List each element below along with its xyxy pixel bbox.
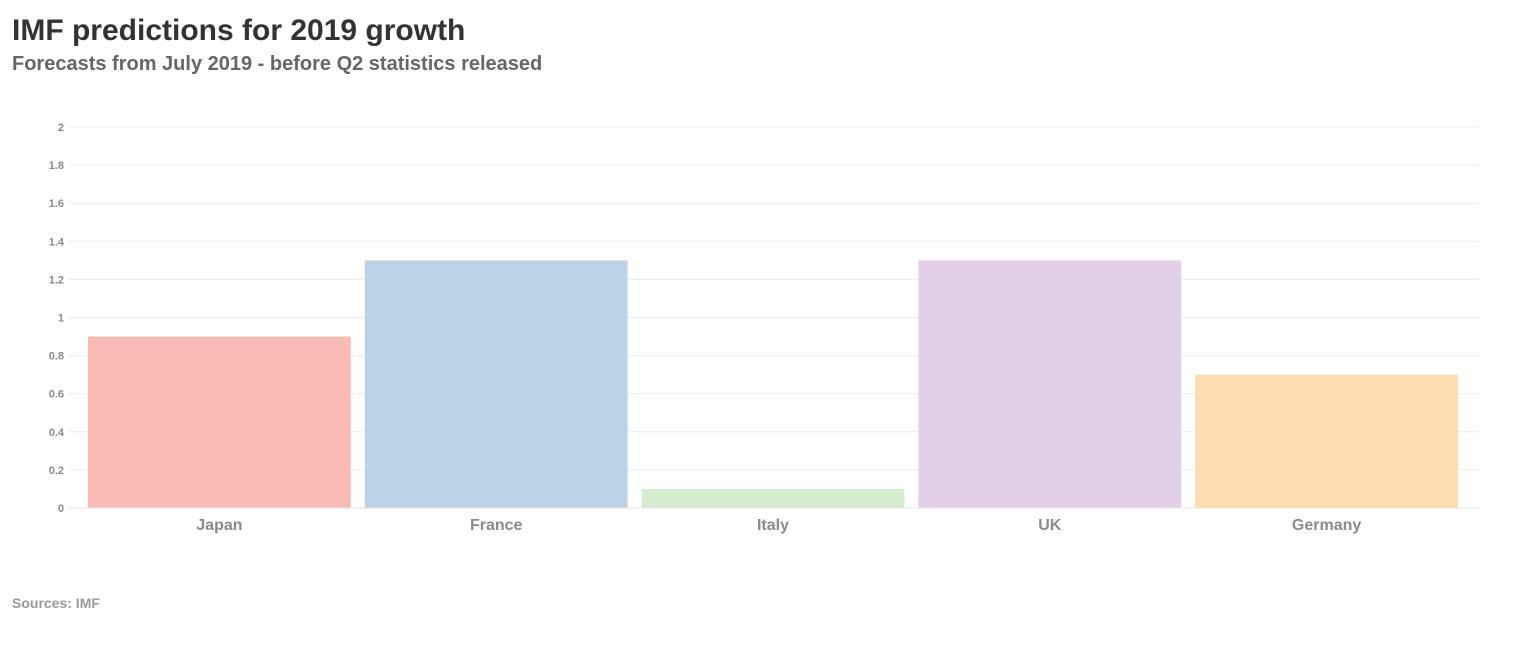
y-tick-label: 1 (58, 313, 64, 325)
x-tick-label: Italy (757, 517, 789, 534)
y-tick-label: 0.6 (49, 389, 64, 401)
y-tick-label: 0 (58, 503, 64, 515)
y-axis-tick-labels: 0 0.2 0.4 0.6 0.8 1 1.2 1.4 1.6 1.8 2 (49, 122, 65, 515)
x-tick-label: UK (1038, 517, 1062, 534)
y-tick-label: 1.6 (49, 198, 64, 210)
y-tick-label: 0.2 (49, 465, 64, 477)
chart-subtitle: Forecasts from July 2019 - before Q2 sta… (12, 53, 543, 75)
y-tick-label: 1.4 (49, 236, 65, 248)
x-tick-label: France (470, 517, 523, 534)
bars (88, 260, 1458, 508)
y-tick-label: 0.4 (49, 427, 65, 439)
bar-japan (88, 336, 351, 508)
source-note: Sources: IMF (12, 595, 100, 611)
y-tick-label: 0.8 (49, 351, 64, 363)
bar-italy (641, 488, 905, 508)
bar-germany (1195, 374, 1458, 508)
y-tick-label: 2 (58, 122, 64, 134)
x-axis-tick-labels: Japan France Italy UK Germany (196, 517, 1361, 534)
y-tick-label: 1.8 (49, 160, 64, 172)
x-tick-label: Germany (1292, 517, 1361, 534)
bar-uk (918, 260, 1182, 508)
bar-france (364, 260, 628, 508)
y-tick-label: 1.2 (49, 274, 64, 286)
x-tick-label: Japan (196, 517, 242, 534)
chart-title: IMF predictions for 2019 growth (12, 14, 466, 47)
